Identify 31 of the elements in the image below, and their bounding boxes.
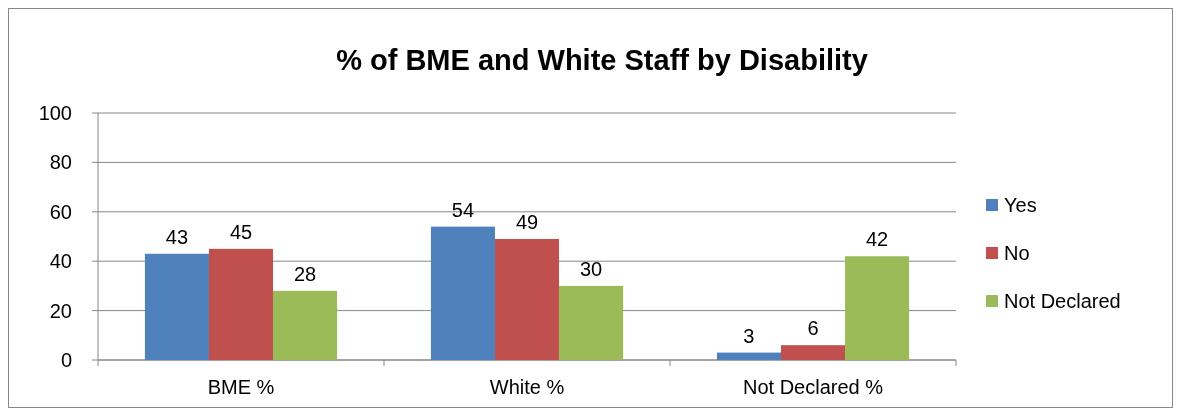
bar xyxy=(780,345,846,360)
legend-label: No xyxy=(1004,242,1030,264)
x-tick-label: BME % xyxy=(207,376,275,398)
y-tick-label: 80 xyxy=(49,151,72,174)
data-label: 6 xyxy=(807,317,819,340)
y-tick-label: 100 xyxy=(38,102,72,124)
bar xyxy=(144,253,209,360)
bar xyxy=(494,238,560,360)
bar xyxy=(845,256,910,360)
bar xyxy=(273,290,338,360)
legend-label: Yes xyxy=(1004,194,1037,216)
bar xyxy=(716,352,781,360)
data-label: 45 xyxy=(229,220,253,243)
y-tick-label: 20 xyxy=(49,299,72,322)
data-label: 30 xyxy=(579,257,603,280)
chart-title: % of BME and White Staff by Disability xyxy=(336,44,868,76)
y-tick-label: 60 xyxy=(49,200,72,223)
data-label: 43 xyxy=(165,225,189,248)
data-label: 3 xyxy=(743,324,755,347)
data-label: 54 xyxy=(451,198,475,221)
legend-label: Not Declared xyxy=(1004,290,1121,312)
data-label: 42 xyxy=(865,228,889,251)
y-tick-label: 0 xyxy=(60,349,72,371)
data-label: 28 xyxy=(293,262,317,285)
x-tick-label: White % xyxy=(489,376,565,398)
bar xyxy=(559,285,624,360)
bar xyxy=(430,226,495,360)
x-tick-label: Not Declared % xyxy=(742,376,884,398)
bar xyxy=(208,248,274,360)
y-tick-label: 40 xyxy=(49,250,72,273)
data-label: 49 xyxy=(515,210,539,233)
